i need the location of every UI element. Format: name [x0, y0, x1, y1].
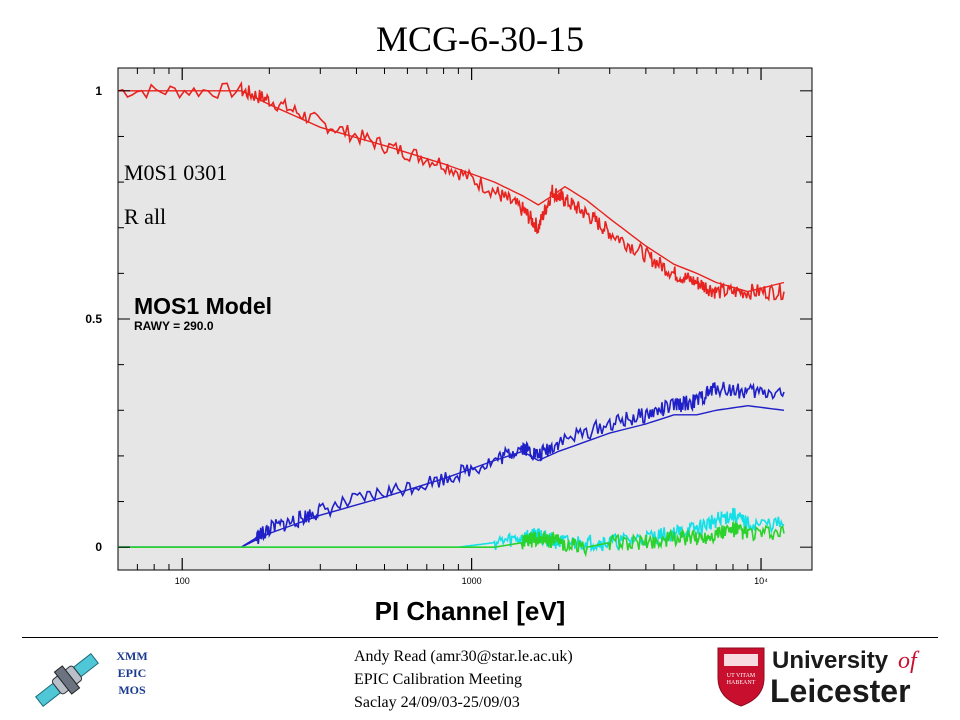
- observation-label: M0S1 0301: [124, 160, 228, 185]
- series-line: [118, 381, 785, 549]
- crest-motto: HABEANT: [727, 680, 756, 686]
- slide-title: MCG-6-30-15: [376, 19, 584, 59]
- y-tick-label: 0: [95, 540, 102, 554]
- series-line: [118, 404, 785, 548]
- series-line: [118, 520, 785, 558]
- region-label: R all: [124, 204, 167, 229]
- crest-motto: UT VITAM: [727, 673, 756, 679]
- venue-line: Saclay 24/09/03-25/09/03: [354, 694, 520, 711]
- y-tick-label: 0.5: [85, 312, 102, 326]
- chart-marks: [117, 80, 785, 558]
- chart-subtitle: RAWY = 290.0: [134, 319, 214, 333]
- satellite-icon: [35, 653, 99, 707]
- footer-divider: [22, 637, 938, 638]
- plot-background: [118, 68, 812, 570]
- mission-label: XMM EPIC MOS: [104, 648, 160, 699]
- university-name: Leicester: [770, 673, 911, 708]
- x-tick-label: 1000: [462, 576, 482, 586]
- footer-credits: Andy Read (amr30@star.le.ac.uk) EPIC Cal…: [354, 645, 573, 714]
- meeting-line: EPIC Calibration Meeting: [354, 671, 522, 688]
- x-tick-label: 10⁴: [754, 576, 768, 586]
- series-line: [117, 80, 785, 302]
- x-tick-label: 100: [175, 576, 190, 586]
- y-tick-label: 1: [95, 84, 102, 98]
- author-line: Andy Read (amr30@star.le.ac.uk): [354, 648, 573, 665]
- series-line: [118, 90, 785, 293]
- chart-ticks: 100 1000 10⁴ 0 0.5 1: [85, 68, 812, 586]
- university-of: of: [898, 648, 920, 674]
- university-word: University: [772, 647, 889, 674]
- university-logo: UT VITAM HABEANT University of Leicester: [717, 647, 920, 708]
- mission-line: MOS: [118, 683, 146, 697]
- x-axis-label: PI Channel [eV]: [375, 596, 566, 626]
- chart-title: MOS1 Model: [134, 293, 272, 319]
- mission-line: EPIC: [117, 666, 147, 680]
- mission-line: XMM: [116, 649, 148, 663]
